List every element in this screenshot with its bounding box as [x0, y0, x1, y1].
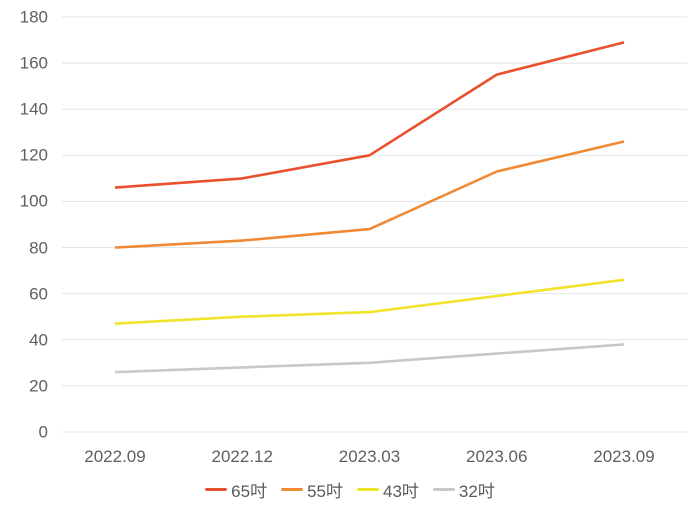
- series-line-55吋: [114, 140, 625, 249]
- x-tick-label: 2022.09: [84, 447, 146, 466]
- x-tick-label: 2023.03: [338, 447, 401, 466]
- x-tick-label: 2023.06: [466, 447, 528, 466]
- y-tick-label: 140: [19, 99, 48, 119]
- legend-item-43吋: 43吋: [357, 477, 419, 502]
- legend-label: 43吋: [383, 482, 419, 501]
- series-line-32吋: [114, 343, 625, 374]
- y-tick-label: 60: [29, 284, 48, 304]
- legend-line-marker: [357, 488, 379, 491]
- legend-line-marker: [205, 488, 228, 491]
- y-tick-label: 180: [19, 7, 48, 27]
- y-tick-label: 40: [29, 330, 48, 350]
- legend-line-marker: [432, 488, 455, 491]
- y-tick-label: 0: [38, 422, 48, 442]
- y-tick-label: 80: [29, 238, 48, 258]
- y-tick-label: 120: [19, 145, 48, 165]
- chart-legend: 65吋 55吋 43吋 32吋: [0, 477, 700, 502]
- legend-item-32吋: 32吋: [432, 477, 495, 502]
- y-tick-label: 100: [19, 191, 48, 211]
- y-tick-label: 160: [19, 53, 48, 73]
- legend-label: 32吋: [458, 482, 495, 501]
- legend-item-65吋: 65吋: [205, 477, 267, 502]
- legend-item-55吋: 55吋: [281, 477, 343, 502]
- x-tick-label: 2023.09: [593, 447, 655, 466]
- series-line-43吋: [114, 278, 625, 325]
- legend-label: 55吋: [307, 482, 343, 501]
- legend-label: 65吋: [231, 482, 268, 501]
- legend-line-marker: [281, 488, 304, 491]
- x-tick-label: 2022.12: [211, 447, 273, 466]
- series-line-65吋: [114, 41, 625, 189]
- y-tick-label: 20: [29, 376, 48, 396]
